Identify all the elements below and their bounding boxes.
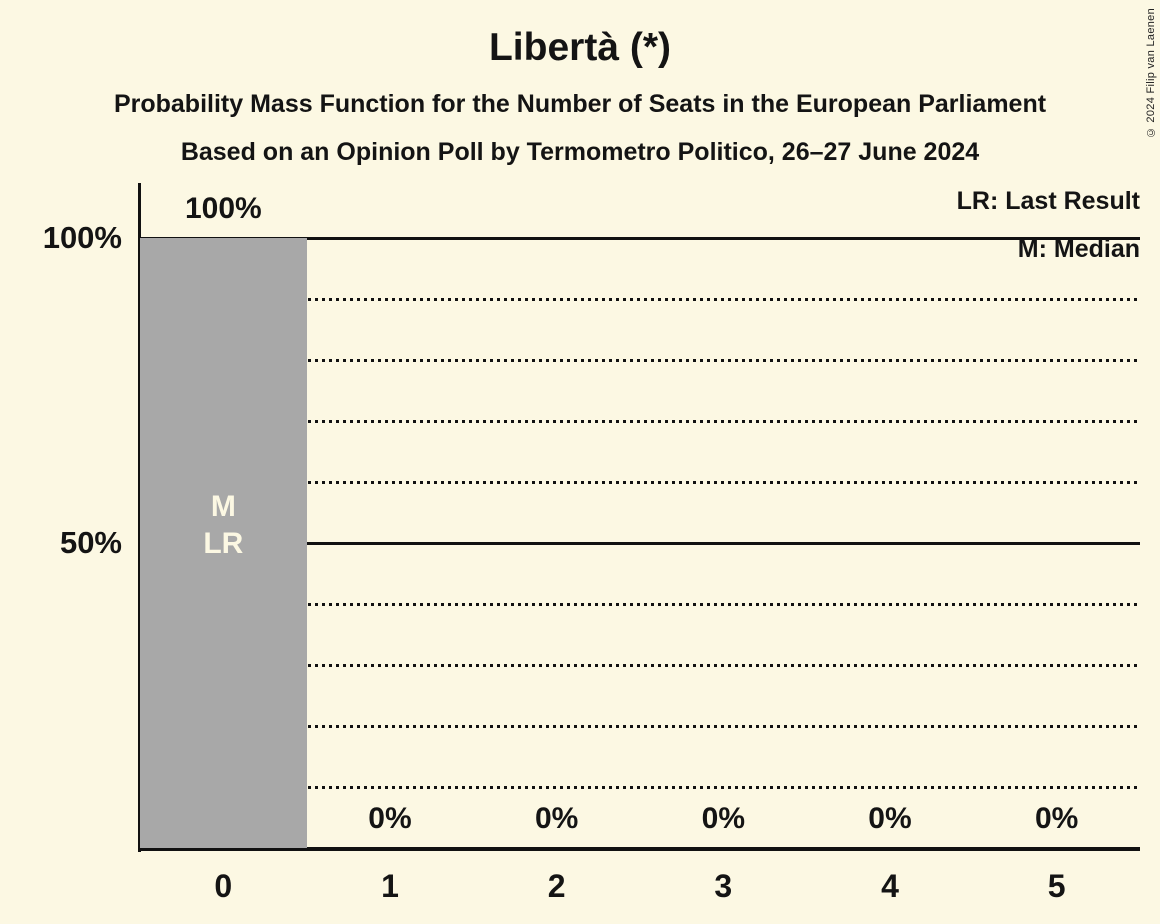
gridline-dotted-10pct xyxy=(140,785,1140,789)
bar-annotation-median-lastresult: M LR xyxy=(140,488,307,562)
legend-last-result: LR: Last Result xyxy=(956,187,1140,215)
chart-subtitle-pmf: Probability Mass Function for the Number… xyxy=(113,90,1047,118)
gridline-dotted-90pct xyxy=(140,297,1140,301)
x-tick-label-3: 3 xyxy=(714,868,733,904)
x-tick-label-1: 1 xyxy=(381,868,399,904)
x-tick-label-5: 5 xyxy=(1047,868,1066,904)
chart-title: Libertà (*) xyxy=(488,26,671,69)
gridline-dotted-60pct xyxy=(140,480,1140,484)
gridline-dotted-30pct xyxy=(140,663,1140,667)
gridline-dotted-20pct xyxy=(140,724,1140,728)
bar-value-label-4: 0% xyxy=(868,802,912,835)
bar-value-label-1: 0% xyxy=(368,802,412,835)
chart-subtitle-poll: Based on an Opinion Poll by Termometro P… xyxy=(180,138,980,166)
x-tick-label-4: 4 xyxy=(881,868,899,904)
legend-median: M: Median xyxy=(1017,235,1140,263)
gridline-solid-100pct xyxy=(140,236,1140,240)
copyright-note: © 2024 Filip van Laenen xyxy=(1145,8,1157,139)
bar-value-label-0: 100% xyxy=(184,192,262,225)
y-axis-line xyxy=(138,183,141,852)
bar-value-label-3: 0% xyxy=(701,802,745,835)
gridline-dotted-70pct xyxy=(140,419,1140,423)
x-axis-line xyxy=(138,846,1140,851)
x-tick-label-2: 2 xyxy=(547,868,566,904)
gridline-dotted-80pct xyxy=(140,358,1140,362)
x-tick-label-0: 0 xyxy=(214,868,233,904)
y-tick-label-50: 50% xyxy=(59,525,122,560)
bar-value-label-5: 0% xyxy=(1034,802,1079,835)
bar-value-label-2: 0% xyxy=(534,802,579,835)
gridline-dotted-40pct xyxy=(140,602,1140,606)
y-tick-label-100: 100% xyxy=(42,220,122,255)
gridline-solid-50pct xyxy=(140,541,1140,545)
bar-seats-0 xyxy=(140,238,307,848)
bar-annotation-line-m: M xyxy=(210,489,236,523)
bar-annotation-line-lr: LR xyxy=(203,526,244,560)
